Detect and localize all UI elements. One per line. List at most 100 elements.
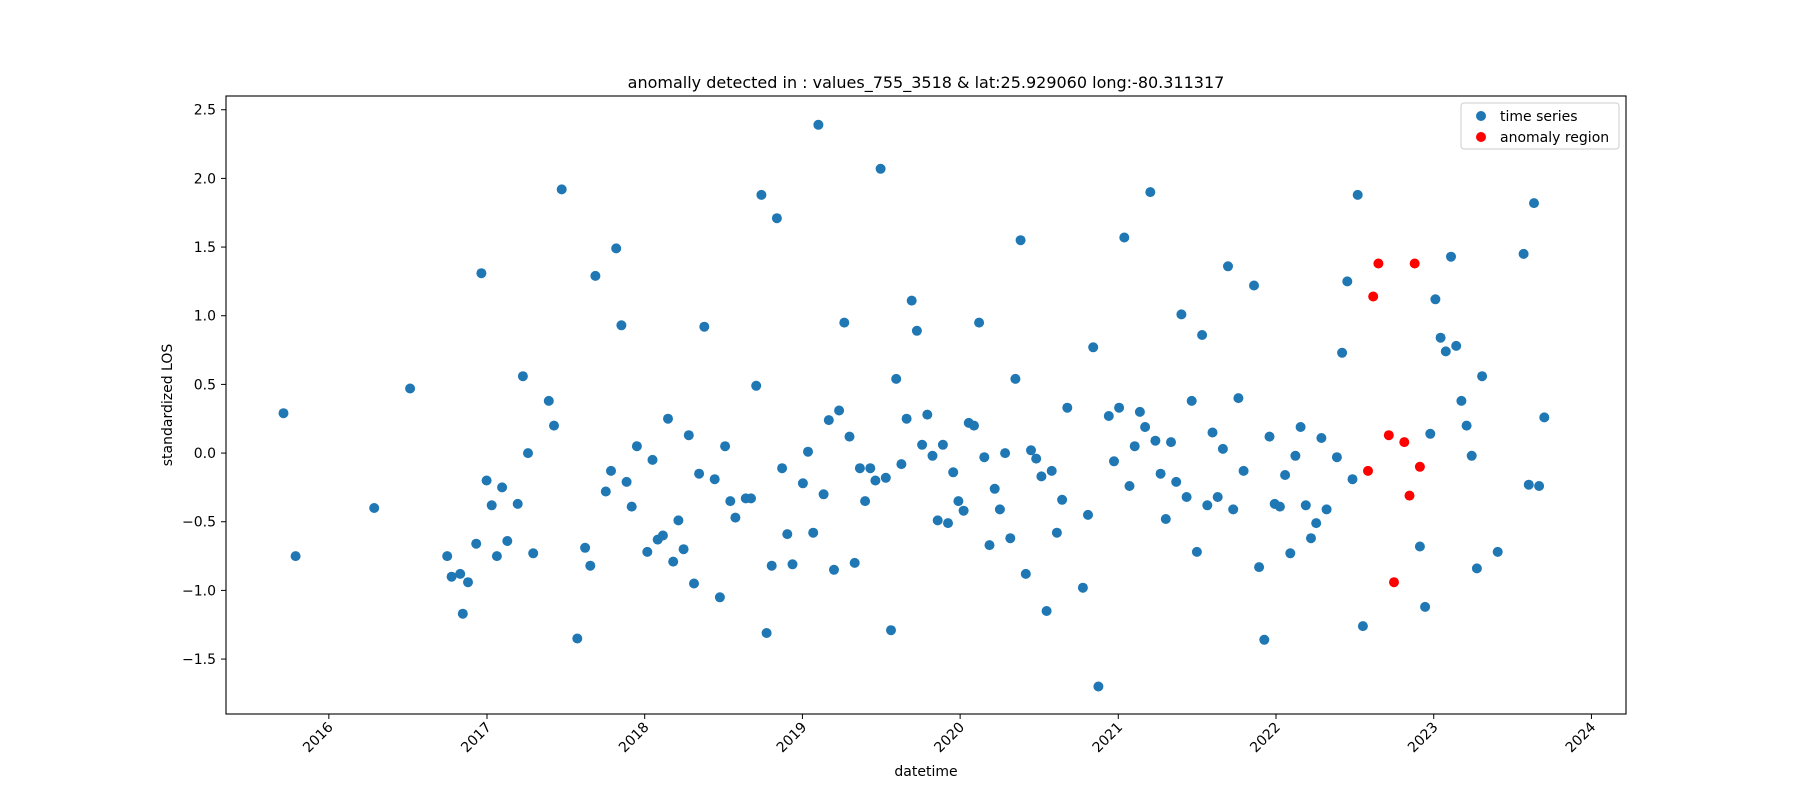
time-series-point — [502, 536, 513, 546]
time-series-point — [1176, 309, 1187, 320]
time-series-point — [446, 571, 457, 582]
time-series-point — [1217, 443, 1228, 454]
time-series-point — [1311, 518, 1322, 529]
time-series-point — [668, 556, 679, 567]
time-series-point — [860, 496, 871, 507]
time-series-point — [901, 413, 912, 424]
time-series-point — [911, 325, 922, 336]
time-series-point — [476, 268, 487, 279]
time-series-point — [932, 515, 943, 526]
time-series-point — [1134, 406, 1145, 417]
time-series-point — [1259, 634, 1270, 645]
time-series-point — [1186, 395, 1197, 406]
legend-marker-anomaly-region — [1476, 132, 1486, 142]
time-series-point — [979, 452, 990, 463]
time-series-point — [1529, 198, 1539, 209]
time-series-point — [1140, 422, 1151, 432]
legend[interactable]: time series anomaly region — [1460, 102, 1620, 150]
time-series-point — [823, 415, 834, 426]
time-series-point — [808, 527, 819, 538]
time-series-point — [1155, 468, 1166, 479]
time-series-point — [463, 577, 473, 588]
time-series-point — [714, 592, 725, 603]
anomaly-region-point — [1383, 430, 1394, 441]
time-series-point — [1238, 465, 1249, 476]
time-series-point — [694, 468, 705, 479]
time-series-point — [777, 463, 788, 474]
time-series-point — [829, 564, 839, 575]
points-layer — [278, 119, 1550, 692]
time-series-point — [818, 489, 829, 500]
y-axis: −1.5 −1.0 −0.5 0.0 0.5 1.0 1.5 2.0 2.5 — [182, 103, 226, 668]
time-series-point — [906, 295, 917, 306]
time-series-point — [549, 420, 559, 431]
time-series-point — [1212, 492, 1223, 502]
time-series-point — [1150, 435, 1161, 446]
time-series-point — [523, 448, 533, 459]
time-series-point — [486, 500, 497, 511]
legend-label-anomaly-region: anomaly region — [1500, 130, 1609, 146]
time-series-point — [580, 542, 591, 553]
time-series-point — [1306, 533, 1316, 544]
time-series-point — [1026, 445, 1036, 456]
time-series-point — [849, 557, 860, 568]
time-series-point — [880, 472, 891, 483]
anomaly-region-point — [1399, 437, 1410, 448]
time-series-point — [611, 243, 622, 254]
time-series-point — [631, 441, 642, 452]
anomaly-region-point — [1414, 461, 1425, 472]
time-series-point — [803, 446, 813, 457]
time-series-point — [844, 431, 855, 442]
time-series-point — [606, 465, 616, 476]
time-series-point — [678, 544, 689, 555]
time-series-point — [1160, 514, 1171, 524]
time-series-point — [1166, 437, 1176, 448]
time-series-point — [1342, 276, 1353, 287]
time-series-point — [1109, 456, 1119, 467]
time-series-point — [1534, 481, 1545, 491]
time-series-point — [1036, 471, 1047, 482]
time-series-point — [1197, 330, 1208, 340]
time-series-point — [1254, 562, 1265, 573]
time-series-point — [1207, 427, 1218, 438]
time-series-point — [797, 478, 808, 489]
time-series-point — [442, 551, 453, 562]
time-series-point — [720, 441, 731, 452]
legend-marker-time-series — [1476, 111, 1486, 121]
time-series-point — [1264, 431, 1275, 442]
time-series-point — [689, 578, 699, 589]
time-series-point — [590, 270, 601, 281]
time-series-point — [953, 496, 964, 507]
time-series-point — [1062, 402, 1073, 413]
time-series-point — [1331, 452, 1342, 463]
time-series-point — [896, 459, 907, 470]
time-series-point — [875, 163, 886, 174]
time-series-point — [1088, 342, 1099, 353]
time-series-point — [600, 486, 611, 497]
time-series-point — [1425, 428, 1436, 439]
time-series-point — [994, 504, 1005, 515]
time-series-point — [865, 463, 876, 474]
time-series-point — [1274, 501, 1285, 512]
time-series-point — [984, 540, 995, 551]
time-series-point — [943, 518, 953, 529]
time-series-point — [870, 475, 881, 486]
time-series-point — [1461, 420, 1472, 431]
time-series-point — [746, 493, 756, 504]
time-series-point — [517, 371, 528, 382]
time-series-point — [886, 625, 896, 636]
anomaly-region-point — [1363, 465, 1373, 476]
time-series-point — [1010, 373, 1021, 384]
time-series-point — [1129, 441, 1140, 452]
time-series-point — [1280, 470, 1291, 480]
y-tick-label: 0.0 — [194, 446, 216, 462]
time-series-point — [1046, 465, 1057, 476]
time-series-point — [1103, 411, 1114, 421]
plot-frame — [225, 95, 1627, 715]
time-series-point — [1000, 448, 1011, 459]
anomaly-region-point — [1404, 490, 1415, 501]
time-series-point — [556, 184, 567, 195]
time-series-point — [621, 476, 632, 487]
